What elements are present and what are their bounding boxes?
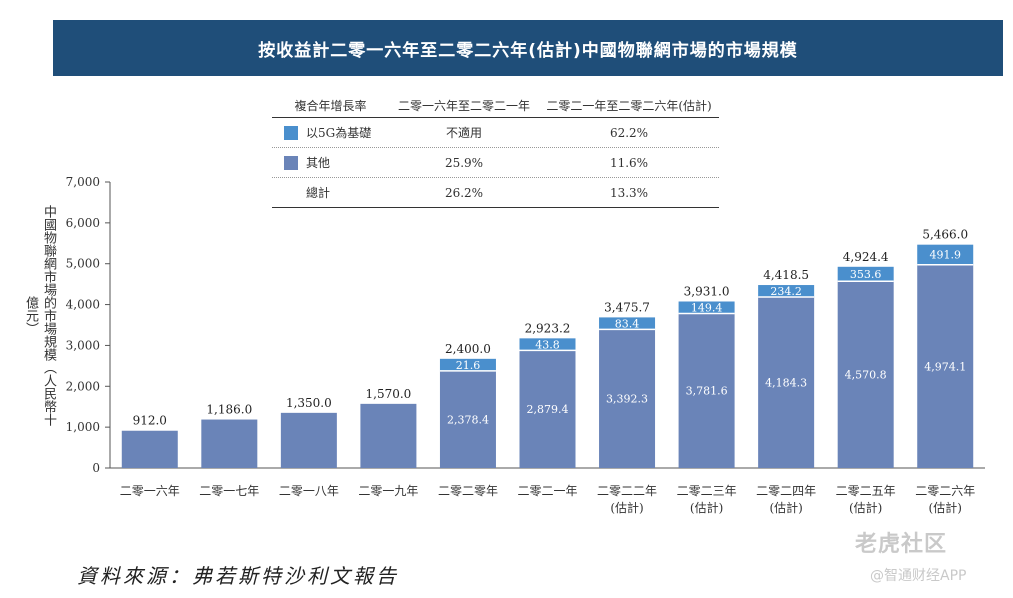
total-label: 2,400.0	[445, 342, 491, 356]
total-label: 4,924.4	[843, 250, 889, 264]
chart-title: 按收益計二零一六年至二零二六年(估計)中國物聯網市場的市場規模	[258, 40, 798, 61]
bar-other	[917, 264, 974, 468]
total-label: 5,466.0	[922, 228, 968, 242]
y-tick-label: 1,000	[66, 420, 100, 434]
x-tick-label: (估計)	[849, 500, 882, 515]
cagr-row-other: 其他 25.9% 11.6%	[272, 147, 719, 177]
bar-other	[519, 350, 576, 468]
bar-other	[280, 412, 337, 468]
bar-other	[837, 281, 894, 468]
y-tick-label: 4,000	[66, 298, 100, 312]
cagr-header-period1: 二零一六年至二零二一年	[397, 98, 530, 113]
value-label-other: 4,570.8	[845, 369, 887, 382]
chart-title-banner: 按收益計二零一六年至二零二六年(估計)中國物聯網市場的市場規模	[53, 20, 1003, 76]
value-label-5g: 83.4	[615, 317, 640, 330]
5g-legend-swatch	[284, 125, 298, 140]
x-tick-label: 二零一九年	[358, 484, 418, 498]
cagr-row-total: 總計 26.2% 13.3%	[272, 177, 719, 208]
value-label-other: 3,392.3	[606, 393, 648, 406]
x-tick-label: 二零二二年	[597, 484, 657, 498]
total-label: 2,923.2	[525, 321, 571, 335]
total-label: 4,418.5	[763, 268, 809, 282]
bar-5g	[439, 358, 496, 371]
bar-other	[599, 329, 656, 468]
y-tick-label: 0	[92, 461, 100, 475]
x-tick-label: (估計)	[690, 500, 723, 515]
x-tick-label: 二零二六年	[915, 484, 975, 498]
cagr-value: 26.2%	[444, 185, 484, 200]
value-label-5g: 149.4	[691, 301, 723, 314]
y-tick-label: 7,000	[66, 175, 100, 189]
bar-other	[121, 430, 178, 468]
bar-other	[678, 313, 735, 468]
x-tick-label: (估計)	[610, 500, 643, 515]
y-tick-label: 2,000	[66, 379, 100, 393]
total-label: 1,350.0	[286, 396, 332, 410]
cagr-row-label: 其他	[306, 156, 331, 170]
x-tick-label: 二零二零年	[438, 484, 498, 498]
total-label: 1,570.0	[366, 387, 412, 401]
cagr-table-header: 複合年增長率 二零一六年至二零二一年 二零二一年至二零二六年(估計)	[272, 93, 719, 118]
value-label-other: 2,879.4	[527, 403, 569, 416]
total-label: 1,186.0	[206, 403, 252, 417]
bar-5g	[758, 285, 815, 298]
y-tick-label: 3,000	[66, 338, 100, 352]
total-label: 3,475.7	[604, 300, 650, 314]
x-tick-label: (估計)	[769, 500, 802, 515]
total-label: 3,931.0	[684, 284, 730, 298]
cagr-value: 25.9%	[444, 155, 484, 170]
y-tick-label: 6,000	[66, 216, 100, 230]
y-tick-label: 5,000	[66, 257, 100, 271]
value-label-5g: 43.8	[535, 338, 560, 351]
bar-other	[360, 403, 417, 468]
bar-other	[758, 297, 815, 468]
cagr-value: 不適用	[445, 126, 482, 140]
other-legend-swatch	[284, 155, 298, 170]
bar-5g	[917, 244, 974, 265]
x-tick-label: 二零二四年	[756, 484, 816, 498]
bar-5g	[519, 338, 576, 351]
cagr-value: 13.3%	[609, 185, 649, 200]
x-tick-label: 二零一六年	[120, 484, 180, 498]
cagr-header-period2: 二零二一年至二零二六年(估計)	[546, 98, 712, 113]
bar-5g	[599, 317, 656, 330]
watermark-logo: 老虎社区	[855, 532, 948, 557]
watermark-text: @智通财经APP	[870, 568, 967, 584]
x-tick-label: 二零二三年	[677, 484, 737, 498]
value-label-other: 4,184.3	[765, 377, 807, 390]
source-note: 資料來源：弗若斯特沙利文報告	[77, 564, 399, 588]
value-label-5g: 234.2	[770, 285, 802, 298]
value-label-other: 4,974.1	[924, 360, 966, 373]
x-tick-label: 二零一八年	[279, 484, 339, 498]
value-label-5g: 491.9	[929, 249, 961, 262]
cagr-row-5g: 以5G為基礎 不適用 62.2%	[272, 118, 719, 147]
value-label-5g: 21.6	[456, 359, 481, 372]
y-axis-label: 中國物聯網市場的市場規模（人民幣十億元）	[23, 204, 56, 426]
cagr-table: 複合年增長率 二零一六年至二零二一年 二零二一年至二零二六年(估計) 以5G為基…	[272, 93, 719, 208]
x-tick-label: (估計)	[929, 500, 962, 515]
x-tick-label: 二零二五年	[836, 484, 896, 498]
cagr-row-label: 以5G為基礎	[306, 126, 372, 140]
total-label: 912.0	[133, 414, 167, 428]
cagr-value: 62.2%	[609, 125, 649, 140]
bar-other	[201, 419, 258, 468]
x-tick-label: 二零一七年	[199, 484, 259, 498]
cagr-header-label: 複合年增長率	[294, 98, 367, 113]
value-label-other: 3,781.6	[686, 385, 728, 398]
value-label-other: 2,378.4	[447, 413, 489, 426]
bar-other	[439, 370, 496, 468]
bar-5g	[678, 301, 735, 314]
cagr-row-label: 總計	[306, 186, 331, 200]
x-tick-label: 二零二一年	[517, 484, 577, 498]
value-label-5g: 353.6	[850, 268, 882, 281]
cagr-value: 11.6%	[609, 155, 649, 170]
bar-5g	[837, 266, 894, 282]
